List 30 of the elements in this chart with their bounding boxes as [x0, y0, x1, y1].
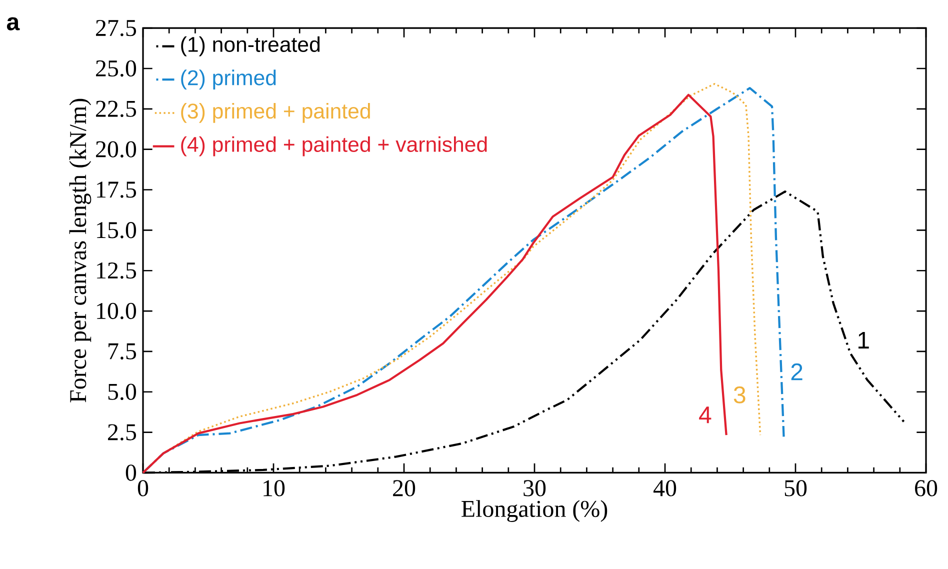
- annotation: 3: [734, 386, 746, 404]
- x-tick-label: 40: [653, 480, 676, 496]
- y-tick-label: 27.5: [96, 20, 136, 36]
- y-tick-label: 17.5: [97, 182, 136, 198]
- x-tick-label: 20: [393, 480, 416, 496]
- y-tick-label: 2.5: [108, 424, 136, 440]
- y-tick-label: 10.0: [97, 302, 136, 320]
- y-tick-label: 7.5: [108, 343, 136, 360]
- x-tick-label: 60: [915, 480, 938, 496]
- y-tick-label: 12.5: [97, 262, 136, 279]
- legend-label: (4) primed + painted + varnished: [181, 136, 487, 156]
- y-tick-label: 5.0: [108, 384, 136, 400]
- y-tick-label: 0: [126, 464, 136, 481]
- legend-label: (2) primed: [181, 70, 276, 90]
- y-tick-label: 15.0: [97, 222, 136, 238]
- y-tick-label: 20.0: [96, 141, 136, 158]
- text: a: [6, 17, 20, 30]
- x-tick-label: 10: [264, 480, 285, 496]
- y-tick-label: 25.0: [96, 60, 136, 77]
- legend-label: (1) non-treated: [181, 36, 320, 56]
- annotation: 2: [791, 363, 802, 380]
- annotation: 1: [858, 332, 869, 348]
- legend-label: (3) primed + painted: [181, 103, 370, 123]
- annotation: 4: [699, 406, 712, 424]
- x-tick-label: 30: [524, 480, 546, 496]
- x-tick-label: 0: [138, 480, 148, 496]
- x-tick-label: 50: [784, 480, 807, 496]
- x-axis-title: Elongation (%): [462, 500, 608, 522]
- y-axis-title: Force per canvas length (kN/m): [69, 98, 92, 402]
- y-tick-label: 22.5: [96, 100, 136, 118]
